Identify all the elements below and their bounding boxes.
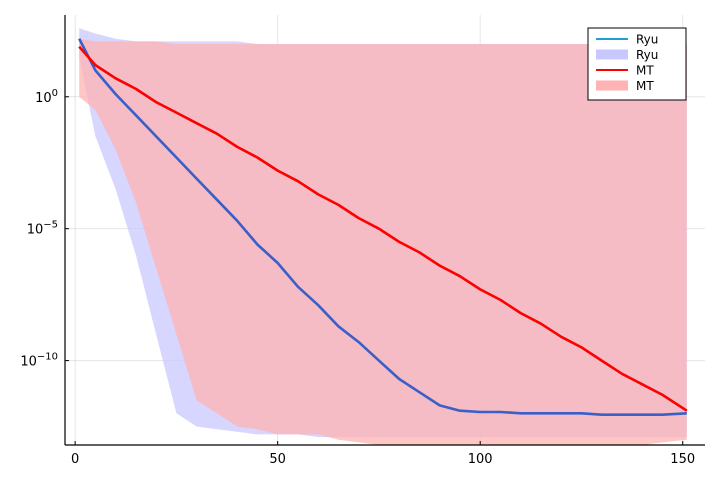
legend-swatch-3 bbox=[596, 80, 628, 91]
legend-label-3: MT bbox=[636, 79, 654, 93]
band-mt bbox=[79, 38, 687, 445]
y-tick-label-0: 100 bbox=[35, 88, 58, 106]
legend-label-2: MT bbox=[636, 64, 654, 78]
legend-label-1: Ryu bbox=[636, 48, 658, 62]
x-tick-label-3: 150 bbox=[670, 452, 695, 467]
line-mt bbox=[78, 45, 688, 412]
y-tick-labels: 100 10−5 10−10 bbox=[20, 88, 58, 370]
series-lines bbox=[78, 38, 688, 417]
y-tick-label-1: 10−5 bbox=[27, 220, 58, 238]
x-tick-label-2: 100 bbox=[468, 452, 493, 467]
y-tick-label-2: 10−10 bbox=[20, 352, 58, 370]
x-tick-label-1: 50 bbox=[269, 452, 286, 467]
axes bbox=[64, 15, 705, 446]
line-ryu bbox=[78, 38, 687, 417]
legend-swatch-1 bbox=[596, 49, 628, 60]
x-tick-labels: 0 50 100 150 bbox=[71, 452, 695, 467]
x-tick-label-0: 0 bbox=[71, 452, 79, 467]
legend-label-0: Ryu bbox=[636, 33, 658, 47]
